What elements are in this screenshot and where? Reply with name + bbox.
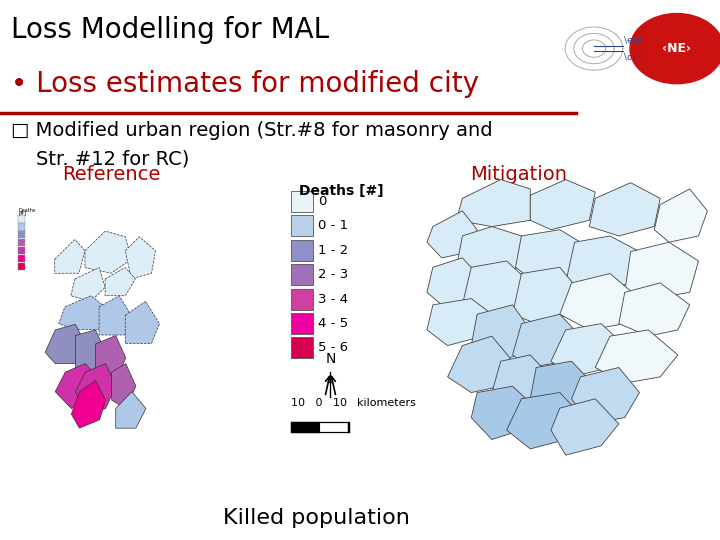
Text: [#]: [#] [19, 210, 27, 215]
Circle shape [630, 14, 720, 84]
Text: 0 - 1: 0 - 1 [318, 219, 348, 232]
Bar [19, 239, 25, 246]
Text: Loss Modelling for MAL: Loss Modelling for MAL [11, 16, 329, 44]
Text: Reference: Reference [63, 165, 161, 184]
Text: Mitigation: Mitigation [470, 165, 567, 184]
Bar [291, 240, 313, 261]
Bar [19, 262, 25, 270]
Text: □ Modified urban region (Str.#8 for masonry and
    Str. #12 for RC): □ Modified urban region (Str.#8 for maso… [11, 122, 492, 168]
Bar [291, 215, 313, 237]
Text: Deaths [#]: Deaths [#] [299, 184, 384, 198]
Bar [19, 247, 25, 254]
Text: 10   0   10: 10 0 10 [291, 399, 347, 408]
Text: 3 - 4: 3 - 4 [318, 293, 348, 306]
Bar [19, 215, 25, 222]
Text: 2 - 3: 2 - 3 [318, 268, 348, 281]
Text: Deaths: Deaths [19, 208, 36, 213]
Bar [291, 338, 313, 359]
Bar [291, 191, 313, 212]
Bar [291, 288, 313, 309]
Bar [19, 255, 25, 262]
Bar [291, 264, 313, 285]
Bar [19, 231, 25, 239]
Bar [320, 422, 348, 433]
Text: N: N [325, 352, 336, 366]
Text: \ess: \ess [624, 35, 642, 44]
Text: 5 - 6: 5 - 6 [318, 341, 348, 354]
Bar [291, 422, 320, 433]
Text: 0: 0 [318, 195, 326, 208]
Text: • Loss estimates for modified city: • Loss estimates for modified city [11, 70, 479, 98]
Text: \oss: \oss [624, 53, 642, 62]
Text: kilometers: kilometers [357, 399, 416, 408]
Bar [291, 313, 313, 334]
Bar [19, 223, 25, 231]
Text: ‹NE›: ‹NE› [662, 42, 691, 55]
Text: Killed population: Killed population [223, 508, 410, 529]
Text: 1 - 2: 1 - 2 [318, 244, 348, 256]
Text: 4 - 5: 4 - 5 [318, 317, 348, 330]
